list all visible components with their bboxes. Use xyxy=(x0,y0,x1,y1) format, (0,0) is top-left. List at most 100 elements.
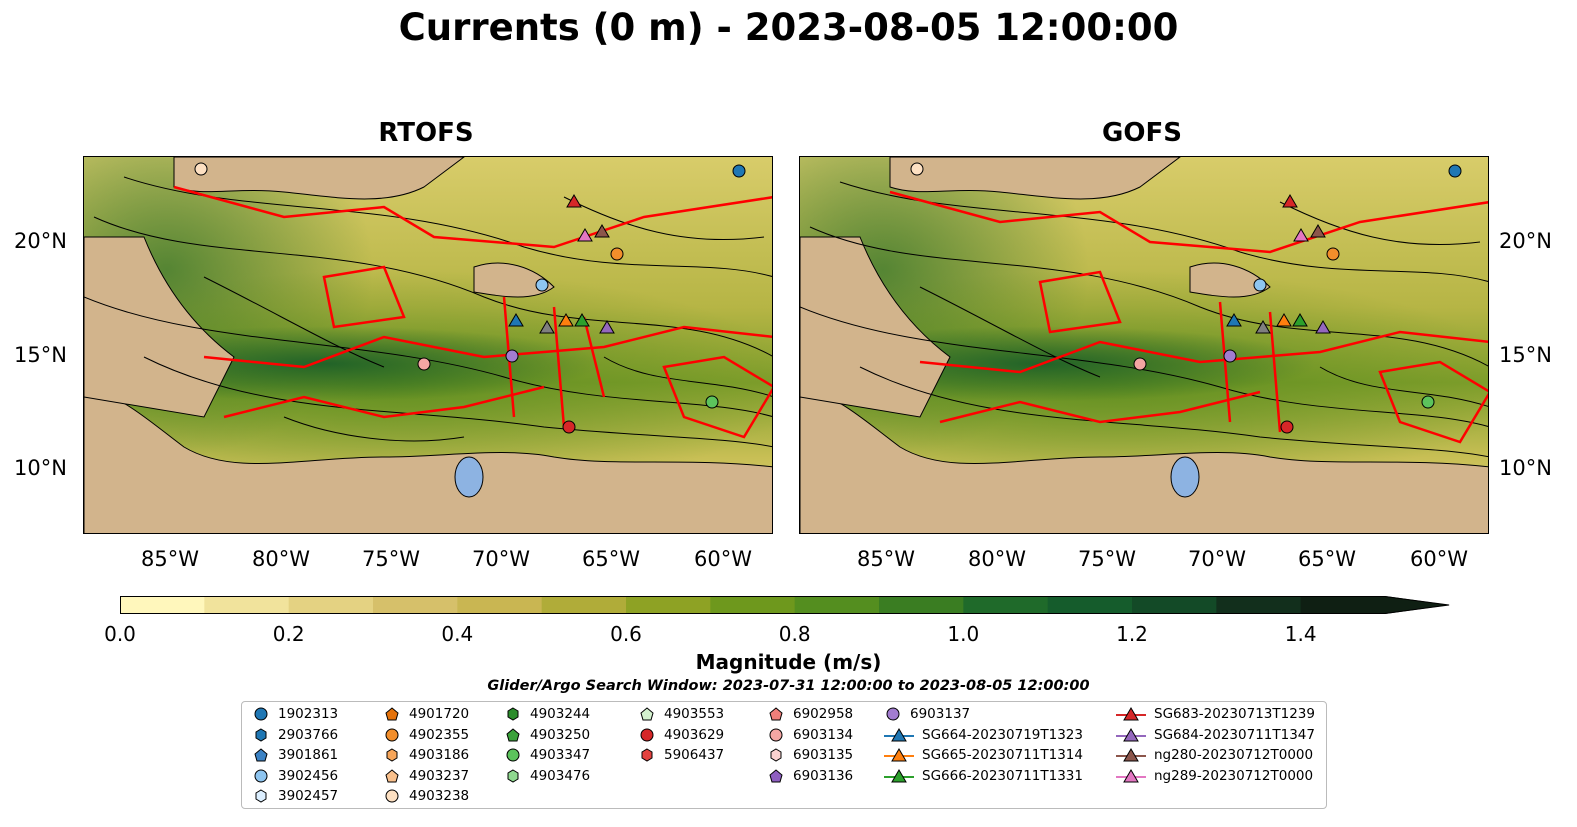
hexagon-marker-icon xyxy=(641,748,653,762)
hexagon-marker-icon xyxy=(255,728,267,742)
colorbar-segment xyxy=(120,596,205,614)
legend-label: 4902355 xyxy=(409,726,470,743)
legend-entry: SG664-20230719T1323 xyxy=(884,725,1083,746)
legend-label: ng280-20230712T0000 xyxy=(1154,747,1314,763)
legend-label: 3902457 xyxy=(278,788,339,804)
map-gofs xyxy=(799,156,1489,534)
legend-label: 1902313 xyxy=(278,706,339,722)
colorbar-tick-label: 0.8 xyxy=(778,622,811,646)
map-rtofs-art xyxy=(84,157,772,533)
legend-entry: 4902355 xyxy=(383,725,469,746)
circle-marker-icon xyxy=(385,789,399,803)
legend-label: 2903766 xyxy=(278,726,339,743)
legend-label: 6903135 xyxy=(793,747,854,763)
colorbar-segment xyxy=(1132,596,1217,614)
legend-entry: 4903347 xyxy=(504,745,590,766)
hexagon-marker-icon xyxy=(507,707,519,721)
legend-label: 6903137 xyxy=(910,706,971,722)
legend-label: 4903347 xyxy=(530,747,591,763)
colorbar-segment xyxy=(457,596,543,614)
search-window-text: Glider/Argo Search Window: 2023-07-31 12… xyxy=(487,678,1090,694)
lon-tick: 65°W xyxy=(582,547,640,571)
legend-label: 4903238 xyxy=(409,788,470,804)
legend-label: 6903134 xyxy=(793,726,854,743)
colorbar-tick-label: 1.0 xyxy=(947,622,980,646)
legend: 1902313 2903766 3901861 3902456 3902457 49017… xyxy=(241,701,1327,809)
legend-label: SG666-20230711T1331 xyxy=(922,767,1083,784)
legend-entry: 4903237 xyxy=(383,766,469,787)
lon-tick: 85°W xyxy=(141,547,199,571)
colorbar-segment xyxy=(963,596,1049,614)
legend-label: 4903553 xyxy=(664,706,725,722)
pentagon-marker-icon xyxy=(769,707,783,721)
lat-tick-left: 15°N xyxy=(14,343,67,367)
hexagon-marker-icon xyxy=(255,789,267,803)
lon-tick: 70°W xyxy=(472,547,530,571)
legend-entry: 4903553 xyxy=(638,704,724,725)
panel-title-gofs: GOFS xyxy=(1102,118,1182,148)
circle-marker-icon xyxy=(506,748,520,762)
colorbar-segment xyxy=(1300,596,1386,614)
colorbar-outline xyxy=(120,596,1450,614)
legend-entry: 6903135 xyxy=(767,745,853,766)
legend-entry: 4903238 xyxy=(383,786,469,807)
lon-tick: 75°W xyxy=(362,547,420,571)
pentagon-marker-icon xyxy=(254,748,268,762)
triangle-marker-icon xyxy=(1116,707,1146,721)
legend-label: 4901720 xyxy=(409,706,470,722)
pentagon-marker-icon xyxy=(385,769,399,783)
pentagon-marker-icon xyxy=(769,769,783,783)
triangle-marker-icon xyxy=(884,768,914,783)
legend-entry: ng280-20230712T0000 xyxy=(1116,745,1313,766)
colorbar-segment xyxy=(541,596,627,614)
lon-tick: 70°W xyxy=(1188,547,1246,571)
colorbar-tick-label: 1.4 xyxy=(1284,622,1317,646)
colorbar-tick-label: 0.6 xyxy=(610,622,642,646)
hexagon-marker-icon xyxy=(386,748,398,762)
legend-entry: ng289-20230712T0000 xyxy=(1116,766,1313,787)
legend-label: 4903250 xyxy=(530,726,591,743)
legend-label: 3901861 xyxy=(278,747,339,763)
pentagon-marker-icon xyxy=(506,728,520,742)
legend-entry: 6903134 xyxy=(767,725,853,746)
circle-marker-icon xyxy=(385,728,399,742)
triangle-marker-icon xyxy=(884,727,914,742)
lat-tick-left: 10°N xyxy=(14,456,67,480)
legend-label: SG684-20230711T1347 xyxy=(1154,726,1315,743)
map-gofs-art xyxy=(800,157,1488,533)
legend-entry: 1902313 xyxy=(252,704,338,725)
colorbar-segment xyxy=(1216,596,1302,614)
legend-label: 3902456 xyxy=(278,767,339,784)
pentagon-marker-icon xyxy=(640,707,654,721)
lon-tick: 65°W xyxy=(1298,547,1356,571)
circle-marker-icon xyxy=(886,707,900,721)
colorbar-tick-label: 0.4 xyxy=(441,622,474,646)
hexagon-marker-icon xyxy=(507,769,519,783)
legend-entry: 3902456 xyxy=(252,766,338,787)
legend-label: 4903629 xyxy=(664,726,725,743)
legend-entry: 6903137 xyxy=(884,704,970,725)
legend-entry: 3901861 xyxy=(252,745,338,766)
legend-entry: SG666-20230711T1331 xyxy=(884,766,1083,787)
legend-label: 4903237 xyxy=(409,767,470,784)
legend-label: 6902958 xyxy=(793,706,854,722)
legend-entry: SG683-20230713T1239 xyxy=(1116,704,1315,725)
colorbar xyxy=(120,596,1450,614)
legend-label: SG683-20230713T1239 xyxy=(1154,706,1315,722)
legend-label: SG665-20230711T1314 xyxy=(922,747,1083,763)
lon-tick: 80°W xyxy=(968,547,1026,571)
colorbar-tick-label: 0.2 xyxy=(272,622,305,646)
colorbar-tick-label: 1.2 xyxy=(1116,622,1148,646)
colorbar-segment xyxy=(879,596,964,614)
legend-entry: 6902958 xyxy=(767,704,853,725)
legend-entry: 4903244 xyxy=(504,704,590,725)
colorbar-segment xyxy=(373,596,458,614)
legend-entry: 2903766 xyxy=(252,725,338,746)
legend-label: 4903244 xyxy=(530,706,591,722)
legend-label: ng289-20230712T0000 xyxy=(1154,767,1314,784)
legend-label: 4903476 xyxy=(530,767,591,784)
lon-tick: 85°W xyxy=(857,547,915,571)
colorbar-segment xyxy=(710,596,796,614)
lat-tick-left: 20°N xyxy=(14,229,67,253)
legend-entry: SG665-20230711T1314 xyxy=(884,745,1083,766)
